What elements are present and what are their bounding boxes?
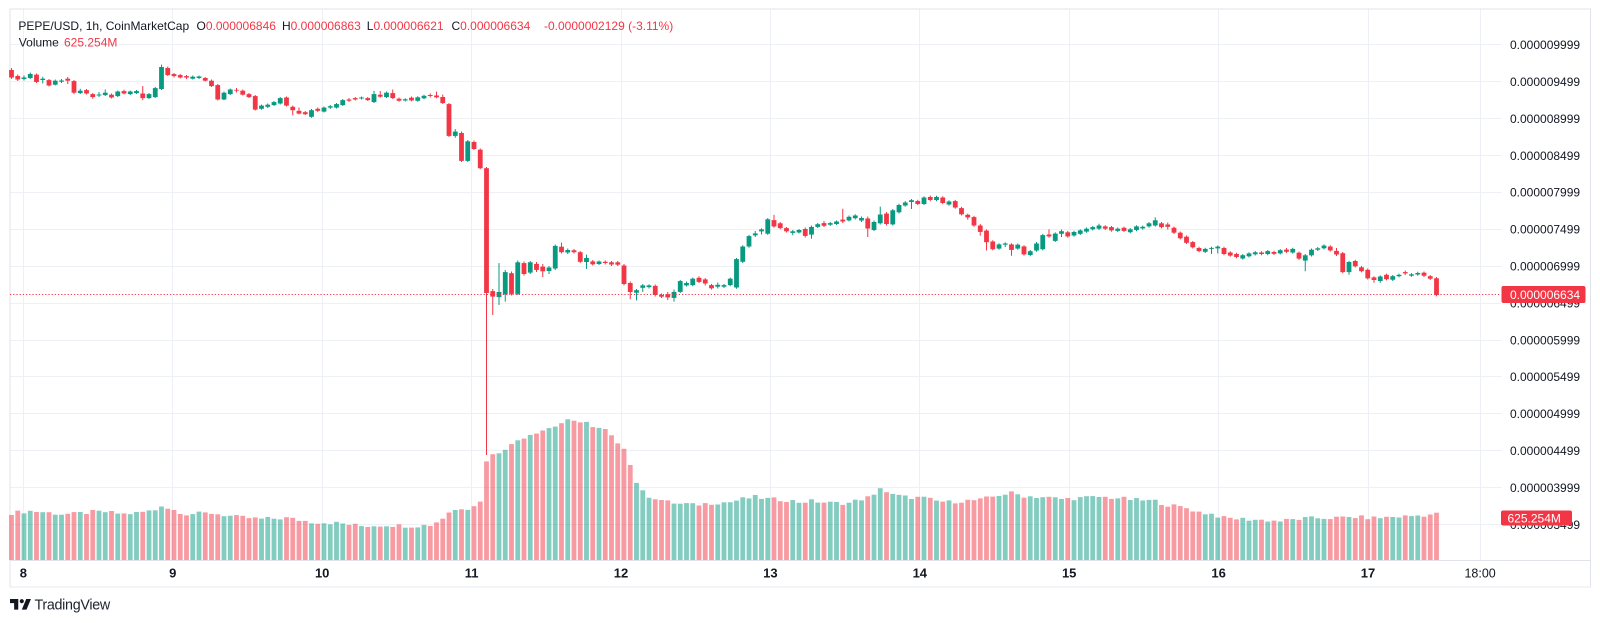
svg-text:0.000006999: 0.000006999 — [1510, 260, 1580, 274]
svg-text:0.000008499: 0.000008499 — [1510, 149, 1580, 163]
svg-text:Volume: Volume — [19, 35, 59, 49]
svg-text:625.254M: 625.254M — [1508, 511, 1561, 525]
svg-text:16: 16 — [1211, 566, 1225, 581]
svg-text:8: 8 — [20, 566, 27, 581]
svg-text:TradingView: TradingView — [35, 597, 111, 613]
svg-text:0.000008999: 0.000008999 — [1510, 112, 1580, 126]
svg-text:0.000005499: 0.000005499 — [1510, 370, 1580, 384]
svg-text:12: 12 — [614, 566, 628, 581]
svg-text:11: 11 — [465, 566, 479, 581]
svg-text:0.000004999: 0.000004999 — [1510, 407, 1580, 421]
svg-text:0.000005999: 0.000005999 — [1510, 333, 1580, 347]
svg-text:0.000004499: 0.000004499 — [1510, 444, 1580, 458]
svg-text:13: 13 — [763, 566, 777, 581]
svg-text:10: 10 — [315, 566, 329, 581]
svg-text:18:00: 18:00 — [1464, 567, 1495, 581]
svg-text:0.000003999: 0.000003999 — [1510, 481, 1580, 495]
svg-text:0.000007499: 0.000007499 — [1510, 223, 1580, 237]
svg-text:0.000006634: 0.000006634 — [1510, 288, 1580, 302]
svg-text:17: 17 — [1361, 566, 1375, 581]
svg-text:625.254M: 625.254M — [64, 35, 117, 49]
svg-text:0.000009999: 0.000009999 — [1510, 38, 1580, 52]
svg-text:0.000007999: 0.000007999 — [1510, 186, 1580, 200]
svg-text:0.000009499: 0.000009499 — [1510, 75, 1580, 89]
svg-text:14: 14 — [913, 566, 928, 581]
svg-text:9: 9 — [169, 566, 176, 581]
svg-text:15: 15 — [1062, 566, 1076, 581]
